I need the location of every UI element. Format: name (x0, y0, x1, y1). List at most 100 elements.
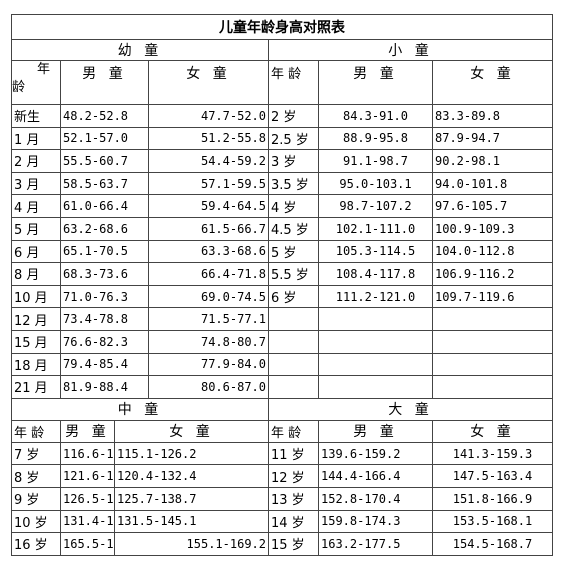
infant-female-cell: 51.2-55.8 (148, 126, 269, 151)
empty-cell (318, 307, 433, 331)
middle-female-cell: 131.5-145.1 (114, 510, 269, 534)
infant-female-cell: 80.6-87.0 (148, 375, 269, 399)
older-age-cell: 13 岁 (268, 487, 319, 511)
table-row: 1 月 52.1-57.0 51.2-55.8 2.5 岁 88.9-95.8 87.9-… (11, 126, 554, 151)
older-male-cell: 163.2-177.5 (318, 532, 433, 556)
infant-age-cell: 2 月 (11, 149, 61, 173)
toddler-male-cell: 108.4-117.8 (318, 262, 433, 286)
infant-female-cell: 57.1-59.5 (148, 171, 269, 196)
older-male-cell: 159.8-174.3 (318, 510, 433, 534)
older-age-cell: 15 岁 (268, 532, 319, 556)
middle-male-cell: 126.5-137.8 (60, 487, 115, 511)
table-row: 6 月 65.1-70.5 63.3-68.6 5 岁 105.3-114.5 104.0… (11, 239, 554, 264)
infant-age-cell: 21 月 (11, 375, 61, 399)
infant-age-cell: 15 月 (11, 329, 61, 354)
empty-cell (431, 307, 554, 331)
infant-age-cell: 10 月 (11, 284, 61, 309)
toddler-age-cell: 4 岁 (268, 194, 319, 218)
table-row: 10 月 71.0-76.3 69.0-74.5 6 岁 111.2-121.0 109.… (11, 284, 554, 309)
older-female-cell: 141.3-159.3 (432, 442, 553, 466)
toddler-female-cell: 104.0-112.8 (431, 239, 554, 264)
infant-age-cell: 12 月 (11, 307, 61, 331)
infant-age-cell: 1 月 (11, 126, 61, 151)
toddler-age-header: 年 龄 (268, 60, 319, 105)
toddler-age-cell: 3.5 岁 (268, 171, 319, 196)
infant-age-header-top: 年 (36, 62, 50, 77)
older-female-cell: 151.8-166.9 (432, 487, 553, 511)
infant-male-cell: 61.0-66.4 (60, 194, 149, 218)
toddler-male-header: 男 童 (318, 60, 433, 105)
middle-male-cell: 116.6-126.8 (60, 442, 115, 466)
empty-cell (318, 329, 433, 354)
infant-age-cell: 8 月 (11, 262, 61, 286)
older-male-cell: 152.8-170.4 (318, 487, 433, 511)
infant-age-cell: 新生 (11, 104, 61, 128)
toddler-age-cell: 2.5 岁 (268, 126, 319, 151)
table-row: 8 月 68.3-73.6 66.4-71.8 5.5 岁 108.4-117.8 106… (11, 262, 554, 286)
middle-female-header: 女 童 (114, 420, 269, 443)
table-row: 18 月 79.4-85.4 77.9-84.0 (11, 352, 554, 377)
infant-female-cell: 54.4-59.2 (148, 149, 269, 173)
toddler-male-cell: 88.9-95.8 (318, 126, 433, 151)
infant-male-cell: 79.4-85.4 (60, 352, 149, 377)
empty-cell (318, 352, 433, 377)
empty-cell (268, 352, 319, 377)
infant-male-cell: 48.2-52.8 (60, 104, 149, 128)
infant-female-cell: 61.5-66.7 (148, 216, 269, 241)
height-chart: 儿童年龄身高对照表 幼 童 小 童 年 龄 男 童 女 童 年 龄 男 童 女 … (10, 14, 554, 556)
empty-cell (268, 307, 319, 331)
empty-cell (268, 375, 319, 399)
infant-male-cell: 63.2-68.6 (60, 216, 149, 241)
middle-age-cell: 16 岁 (11, 532, 61, 556)
table-row: 12 月 73.4-78.8 71.5-77.1 (11, 307, 554, 331)
older-section-header: 大 童 (268, 398, 553, 421)
table-row: 21 月 81.9-88.4 80.6-87.0 (11, 375, 554, 399)
middle-male-cell: 165.5-180.5 (60, 532, 115, 556)
toddler-male-cell: 111.2-121.0 (318, 284, 433, 309)
toddler-age-cell: 2 岁 (268, 104, 319, 128)
table-row: 4 月 61.0-66.4 59.4-64.5 4 岁 98.7-107.2 97.6-1… (11, 194, 554, 218)
toddler-female-cell: 87.9-94.7 (431, 126, 554, 151)
older-female-cell: 153.5-168.1 (432, 510, 553, 534)
infant-male-cell: 58.5-63.7 (60, 171, 149, 196)
toddler-male-cell: 95.0-103.1 (318, 171, 433, 196)
infant-age-header: 年 龄 (11, 60, 61, 105)
empty-cell (318, 375, 433, 399)
infant-male-cell: 76.6-82.3 (60, 329, 149, 354)
middle-male-cell: 131.4-143.6 (60, 510, 115, 534)
toddler-age-cell: 5.5 岁 (268, 262, 319, 286)
middle-female-cell: 125.7-138.7 (114, 487, 269, 511)
middle-age-cell: 8 岁 (11, 464, 61, 488)
infant-female-cell: 77.9-84.0 (148, 352, 269, 377)
infant-male-cell: 73.4-78.8 (60, 307, 149, 331)
middle-male-cell: 121.6-132.2 (60, 464, 115, 488)
infant-female-header: 女 童 (148, 60, 269, 105)
middle-male-header: 男 童 (60, 420, 115, 443)
older-age-header: 年 龄 (268, 420, 319, 443)
infant-female-cell: 66.4-71.8 (148, 262, 269, 286)
top-table: 儿童年龄身高对照表 幼 童 小 童 年 龄 男 童 女 童 年 龄 男 童 女 … (10, 14, 554, 399)
older-female-cell: 147.5-163.4 (432, 464, 553, 488)
toddler-female-cell: 94.0-101.8 (431, 171, 554, 196)
infant-male-cell: 55.5-60.7 (60, 149, 149, 173)
toddler-age-cell: 4.5 岁 (268, 216, 319, 241)
older-age-cell: 14 岁 (268, 510, 319, 534)
toddler-male-cell: 98.7-107.2 (318, 194, 433, 218)
toddler-male-cell: 84.3-91.0 (318, 104, 433, 128)
infant-female-cell: 74.8-80.7 (148, 329, 269, 354)
empty-cell (431, 352, 554, 377)
toddler-female-header: 女 童 (431, 60, 554, 105)
toddler-female-cell: 109.7-119.6 (431, 284, 554, 309)
toddler-female-cell: 106.9-116.2 (431, 262, 554, 286)
infant-female-cell: 71.5-77.1 (148, 307, 269, 331)
toddler-age-cell: 3 岁 (268, 149, 319, 173)
toddler-section-header: 小 童 (267, 39, 554, 61)
infant-male-cell: 65.1-70.5 (60, 239, 149, 264)
empty-cell (268, 329, 319, 354)
older-male-cell: 139.6-159.2 (318, 442, 433, 466)
table-row: 3 月 58.5-63.7 57.1-59.5 3.5 岁 95.0-103.1 94.0… (11, 171, 554, 196)
older-male-header: 男 童 (318, 420, 433, 443)
